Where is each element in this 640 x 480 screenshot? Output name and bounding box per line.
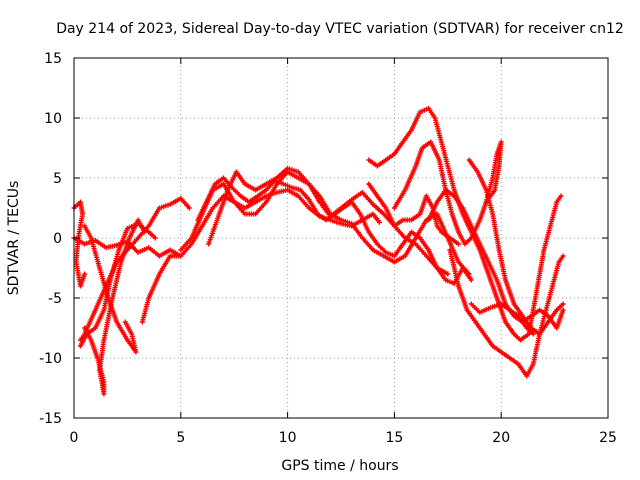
x-tick-labels: 0 5 10 15 20 25: [70, 430, 617, 446]
data-point-marker: [376, 219, 382, 225]
data-point-marker: [560, 253, 566, 259]
x-tick-label: 20: [492, 430, 510, 446]
data-point-marker: [483, 199, 489, 205]
data-point-marker: [560, 301, 566, 307]
series-s13: [391, 139, 504, 247]
data-point-marker: [456, 241, 461, 247]
data-point-marker: [152, 235, 158, 241]
data-point-marker: [468, 277, 474, 283]
series-s8: [178, 169, 472, 277]
data-point-marker: [445, 271, 451, 277]
x-tick-label: 10: [279, 430, 297, 446]
series-s1: [71, 199, 88, 289]
data-point-marker: [186, 205, 192, 211]
series-s2: [77, 195, 192, 343]
series-s12: [366, 105, 564, 343]
x-tick-label: 15: [385, 430, 403, 446]
series-s9: [195, 175, 474, 287]
data-point-marker: [530, 331, 536, 337]
series-s16: [466, 157, 566, 337]
data-series: [71, 105, 566, 397]
series-s17: [468, 301, 536, 337]
data-point-marker: [558, 193, 564, 199]
data-point-marker: [82, 271, 88, 277]
x-tick-label: 0: [70, 430, 79, 446]
x-axis-label: GPS time / hours: [281, 458, 398, 474]
y-tick-labels: 15 10 5 0 -5 -10 -15: [39, 51, 62, 427]
series-s10: [206, 165, 451, 277]
y-axis-label: SDTVAR / TECUs: [6, 181, 22, 296]
series-s6: [71, 235, 184, 259]
series-s5: [77, 221, 158, 349]
y-tick-label: 5: [53, 171, 62, 187]
data-point-marker: [560, 307, 566, 313]
axis-ticks: [73, 57, 609, 419]
x-tick-label: 25: [599, 430, 617, 446]
y-tick-label: -15: [39, 411, 62, 427]
series-track: [79, 197, 190, 341]
y-tick-label: 10: [44, 111, 62, 127]
y-tick-label: -5: [48, 291, 62, 307]
chart-title: Day 214 of 2023, Sidereal Day-to-day VTE…: [56, 21, 624, 37]
data-point-marker: [122, 319, 128, 325]
y-tick-label: 0: [53, 231, 62, 247]
x-tick-label: 5: [176, 430, 185, 446]
y-tick-label: -10: [39, 351, 62, 367]
y-tick-label: 15: [44, 51, 62, 67]
